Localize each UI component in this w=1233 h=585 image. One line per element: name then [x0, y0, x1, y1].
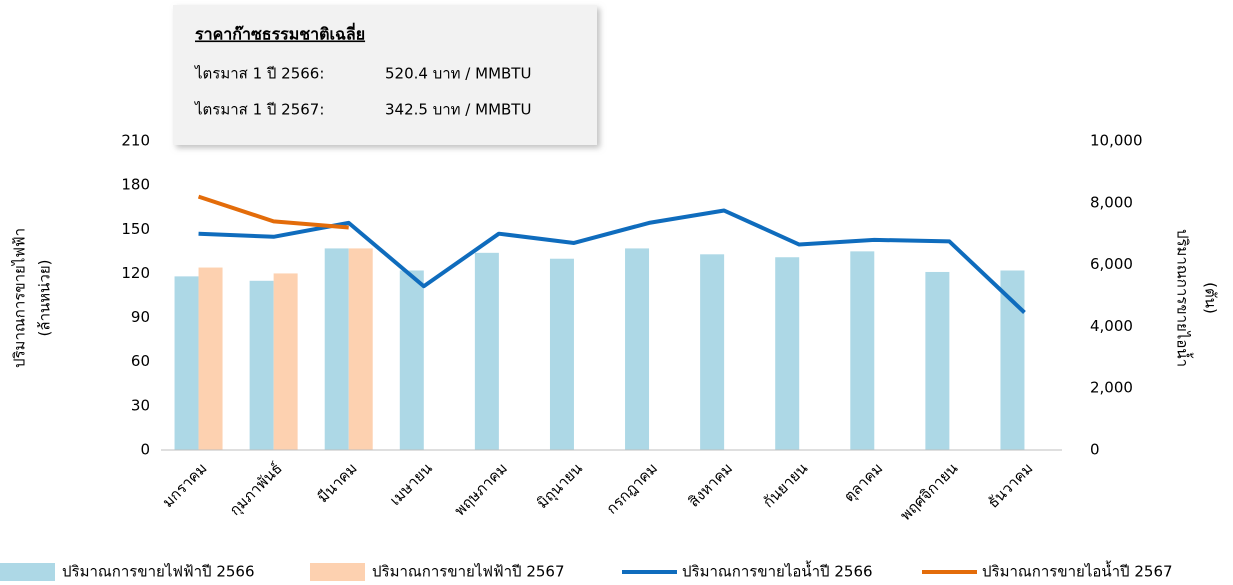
info-title: ราคาก๊าซธรรมชาติเฉลี่ย — [195, 23, 365, 44]
bar — [549, 258, 574, 450]
x-tick-label: พฤษภาคม — [451, 459, 511, 519]
x-tick-label: มกราคม — [159, 459, 211, 511]
bar — [273, 273, 298, 450]
x-tick-label: กุมภาพันธ์ — [226, 459, 287, 520]
legend-label: ปริมาณการขายไฟฟ้าปี 2567 — [372, 563, 565, 581]
y-axis-title: ปริมาณการขายไฟฟ้า — [11, 228, 29, 368]
legend-label: ปริมาณการขายไอน้ำปี 2566 — [682, 561, 873, 581]
x-tick-label: มิถุนายน — [533, 459, 587, 513]
bar — [474, 252, 499, 450]
legend-swatch — [310, 563, 365, 581]
bar — [198, 267, 223, 450]
bar — [925, 271, 950, 450]
bar — [625, 248, 650, 450]
x-tick-label: พฤศจิกายน — [896, 459, 961, 524]
y2-tick-label: 0 — [1090, 441, 1100, 459]
y-tick-label: 120 — [121, 264, 150, 282]
y2-tick-label: 2,000 — [1090, 379, 1133, 397]
x-tick-label: กันยายน — [759, 459, 811, 511]
y-tick-label: 60 — [131, 352, 150, 370]
bar — [348, 248, 373, 450]
info-box — [173, 5, 597, 145]
info-value: 520.4 บาท / MMBTU — [385, 65, 531, 83]
y-axis-title: (ล้านหน่วย) — [36, 260, 54, 337]
bar — [174, 276, 199, 450]
bar — [324, 248, 349, 450]
x-tick-label: ตุลาคม — [840, 459, 887, 506]
legend-label: ปริมาณการขายไฟฟ้าปี 2566 — [62, 563, 255, 581]
line — [197, 194, 349, 230]
y2-axis-title: ปริมาณการขายไอน้ำ — [1174, 229, 1194, 367]
bar — [850, 251, 875, 450]
x-tick-label: ธันวาคม — [984, 459, 1036, 511]
y-tick-label: 180 — [121, 176, 150, 194]
legend-swatch — [0, 563, 55, 581]
bar — [249, 280, 274, 450]
y-tick-label: 210 — [121, 132, 150, 150]
y2-tick-label: 10,000 — [1090, 132, 1143, 150]
y2-axis-title: (ตัน) — [1202, 282, 1220, 314]
x-tick-label: สิงหาคม — [685, 459, 736, 510]
bar — [1000, 270, 1025, 450]
bar — [775, 257, 800, 450]
y2-tick-label: 4,000 — [1090, 317, 1133, 335]
y-tick-label: 30 — [131, 396, 150, 414]
x-tick-label: เมษายน — [386, 459, 436, 509]
info-value: 342.5 บาท / MMBTU — [385, 101, 531, 119]
info-label: ไตรมาส 1 ปี 2566: — [194, 65, 324, 83]
y2-tick-label: 8,000 — [1090, 193, 1133, 211]
bar — [700, 254, 725, 450]
info-label: ไตรมาส 1 ปี 2567: — [194, 101, 324, 119]
x-tick-label: กรกฎาคม — [603, 459, 661, 517]
y2-tick-label: 6,000 — [1090, 255, 1133, 273]
legend-label: ปริมาณการขายไอน้ำปี 2567 — [982, 561, 1173, 581]
bar — [399, 270, 424, 450]
y-tick-label: 90 — [131, 308, 150, 326]
x-tick-label: มีนาคม — [314, 459, 361, 506]
y-tick-label: 150 — [121, 220, 150, 238]
y-tick-label: 0 — [140, 441, 150, 459]
